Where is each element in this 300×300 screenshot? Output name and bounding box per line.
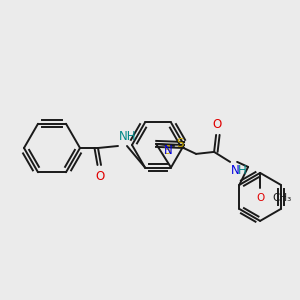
Text: S: S	[163, 144, 170, 157]
Text: NH: NH	[119, 130, 136, 143]
Text: O: O	[95, 170, 105, 183]
Text: O: O	[212, 118, 222, 131]
Text: H: H	[238, 164, 247, 177]
Text: CH₃: CH₃	[272, 193, 291, 203]
Text: N: N	[164, 144, 172, 157]
Text: S: S	[176, 137, 184, 150]
Text: N: N	[231, 164, 240, 177]
Text: O: O	[256, 193, 264, 203]
